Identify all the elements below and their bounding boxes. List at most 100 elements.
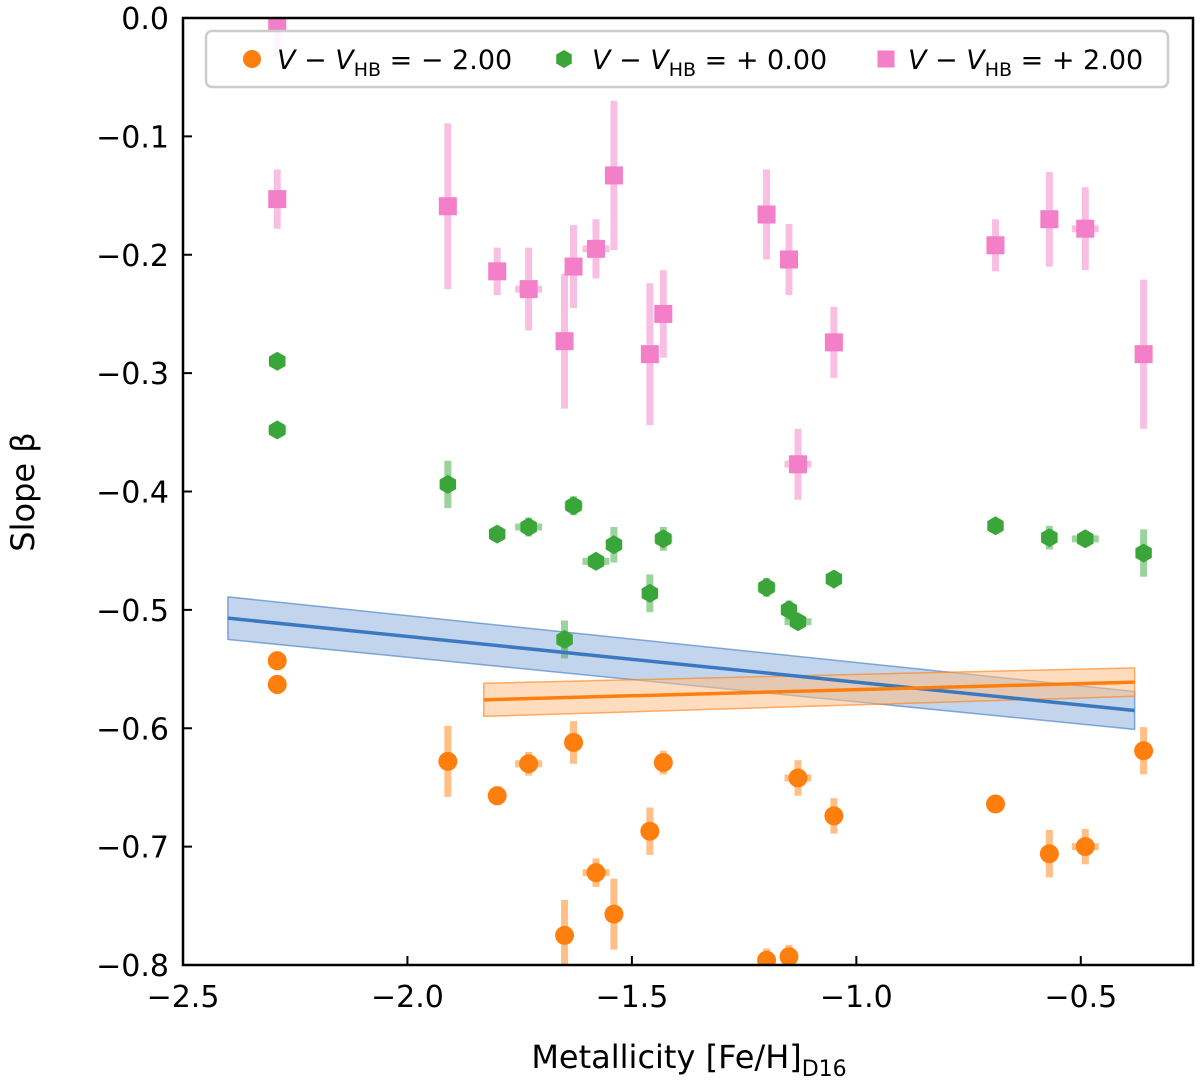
series-zero-point: [789, 612, 807, 632]
series-plus2-point: [1040, 210, 1059, 229]
x-tick-label: −1.5: [595, 980, 668, 1015]
series-minus2-point: [586, 863, 606, 883]
series-zero-point: [587, 551, 605, 571]
data-markers: [267, 18, 1154, 965]
legend-label-0: V − VHB = − 2.00: [277, 45, 512, 81]
legend-label-rest: = − 2.00: [381, 45, 512, 76]
x-axis-label-main: Metallicity [Fe/H]: [531, 1038, 801, 1076]
series-zero-point: [489, 524, 506, 544]
series-minus2-point: [653, 753, 673, 773]
series-plus2-point: [268, 190, 287, 209]
x-tick-label: −2.5: [147, 980, 220, 1015]
axis-ticks: −2.5 −2.0 −1.5 −1.0 −0.5 0.0 −0.1 −0.2 −0.3 −0.4 −…: [96, 2, 1117, 1015]
series-zero-point: [780, 600, 798, 620]
legend-label-2: V − VHB = + 2.00: [908, 45, 1143, 81]
series-minus2-point: [788, 768, 808, 788]
series-plus2-point: [654, 304, 673, 323]
error-bars: [268, 18, 1148, 965]
legend-marker-2: [877, 50, 895, 68]
series-minus2-point: [604, 904, 624, 924]
series-minus2-point: [487, 786, 507, 806]
series-zero-point: [655, 529, 672, 549]
legend-marker-0: [243, 50, 261, 68]
series-plus2-point: [986, 236, 1005, 255]
x-axis-label-sub: D16: [802, 1057, 847, 1082]
y-tick-label: −0.1: [96, 120, 169, 155]
y-tick-label: 0.0: [121, 2, 169, 37]
series-zero-point: [641, 583, 659, 603]
series-plus2-point: [438, 197, 457, 216]
series-zero-point: [1077, 529, 1094, 549]
series-minus2-point: [267, 651, 287, 671]
y-tick-label: −0.2: [96, 239, 169, 274]
series-plus2-point: [824, 333, 843, 352]
series-plus2-point: [1134, 345, 1153, 364]
series-zero-point: [825, 569, 843, 589]
legend-label-rest: = + 0.00: [696, 45, 827, 76]
legend-box: [204, 29, 1170, 89]
series-zero-point: [605, 535, 623, 555]
blue-fit-line: [227, 616, 1135, 713]
series-zero-point: [565, 496, 582, 516]
series-plus2-point: [564, 257, 583, 276]
series-zero-point: [1041, 528, 1058, 548]
x-tick-label: −2.0: [371, 980, 444, 1015]
y-tick-label: −0.3: [96, 357, 169, 392]
series-zero-point: [1135, 543, 1152, 563]
x-tick-label: −1.0: [820, 980, 893, 1015]
series-zero-point: [269, 351, 286, 371]
series-zero-point: [439, 474, 457, 494]
series-plus2-point: [780, 250, 798, 269]
series-zero-point: [269, 420, 286, 440]
legend-label-1: V − VHB = + 0.00: [592, 45, 827, 81]
series-minus2-point: [1134, 741, 1154, 761]
series-plus2-point: [586, 239, 605, 258]
series-minus2-point: [564, 732, 584, 752]
legend-label-sub: HB: [669, 59, 696, 81]
legend-marker-1: [556, 50, 572, 68]
y-axis-label: Slope β: [4, 432, 42, 551]
y-tick-label: −0.6: [96, 712, 169, 747]
series-zero-point: [758, 577, 775, 597]
legend-label-main: V − V: [592, 45, 671, 76]
series-plus2-point: [788, 455, 807, 474]
series-minus2-point: [985, 794, 1005, 814]
orange-fit-line: [483, 680, 1135, 702]
legend-label-rest: = + 2.00: [1012, 45, 1143, 76]
series-minus2-point: [779, 947, 799, 965]
series-minus2-point: [757, 950, 777, 965]
series-plus2-point: [268, 18, 287, 31]
legend-label-sub: HB: [985, 59, 1012, 81]
y-tick-label: −0.7: [96, 831, 169, 866]
legend-label-main: V − V: [908, 45, 987, 76]
series-plus2-point: [555, 332, 574, 351]
series-plus2-point: [519, 280, 538, 299]
x-axis-label: Metallicity [Fe/H]D16: [531, 1038, 846, 1082]
series-plus2-point: [604, 166, 623, 185]
series-plus2-point: [757, 205, 776, 224]
series-minus2-point: [1075, 837, 1095, 857]
series-zero-point: [556, 630, 573, 649]
legend-label-sub: HB: [354, 59, 381, 81]
series-minus2-point: [555, 925, 575, 945]
series-plus2-point: [488, 262, 507, 281]
plot-frame: [181, 16, 1195, 967]
series-minus2-point: [438, 751, 458, 771]
series-zero-point: [520, 517, 537, 537]
legend-label-main: V − V: [277, 45, 356, 76]
series-minus2-point: [519, 754, 539, 774]
series-plus2-point: [1076, 219, 1095, 238]
series-minus2-point: [1039, 844, 1059, 864]
series-minus2-point: [824, 806, 844, 826]
series-minus2-point: [267, 674, 287, 694]
y-tick-label: −0.5: [96, 594, 169, 629]
series-plus2-point: [640, 345, 659, 364]
y-tick-label: −0.4: [96, 476, 169, 511]
y-tick-label: −0.8: [96, 949, 169, 984]
series-minus2-point: [640, 821, 660, 841]
legend: V − VHB = − 2.00 V − VHB = + 0.00 V − VHB …: [204, 29, 1170, 89]
series-zero-point: [987, 516, 1004, 536]
fit-lines: [227, 616, 1135, 713]
x-tick-label: −0.5: [1044, 980, 1117, 1015]
